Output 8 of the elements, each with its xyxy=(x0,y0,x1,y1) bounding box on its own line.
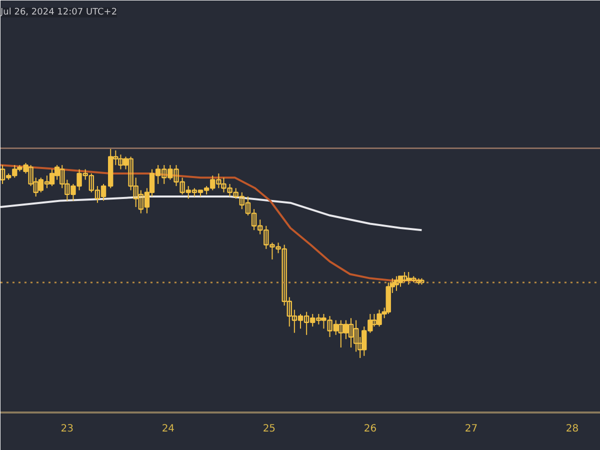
x-tick-label: 24 xyxy=(162,424,175,434)
x-tick-label: 26 xyxy=(364,424,377,434)
candlestick xyxy=(402,272,408,283)
x-tick-label: 25 xyxy=(262,424,276,434)
x-tick-label: 28 xyxy=(566,424,579,434)
x-tick-label: 27 xyxy=(464,424,478,434)
text: Jul 26, 2024 12:07 UTC+2 xyxy=(0,8,118,18)
x-tick-label: 23 xyxy=(60,424,74,434)
